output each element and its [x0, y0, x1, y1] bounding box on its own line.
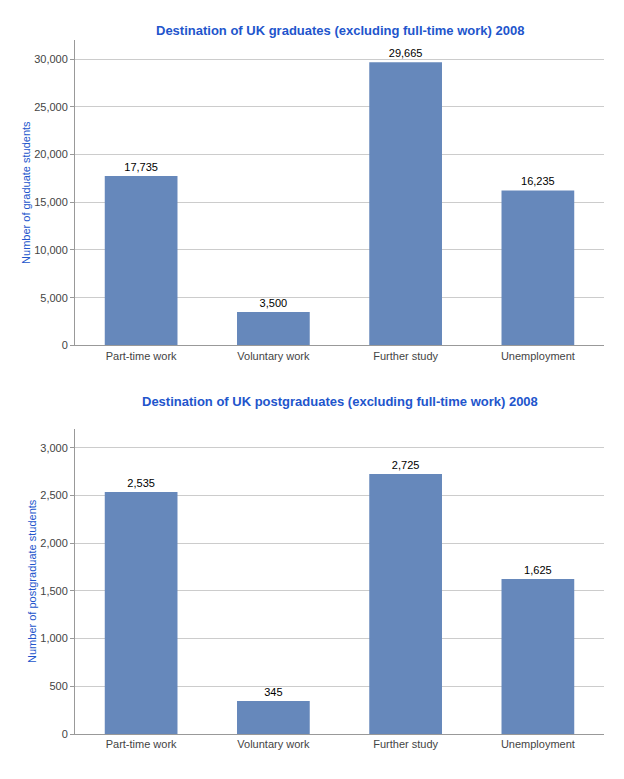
svg-text:Destination of UK graduates (e: Destination of UK graduates (excluding f… — [156, 23, 524, 38]
svg-text:1,500: 1,500 — [40, 585, 68, 597]
svg-text:Destination of UK postgraduate: Destination of UK postgraduates (excludi… — [142, 394, 538, 409]
svg-text:5,000: 5,000 — [40, 292, 68, 304]
svg-text:Voluntary work: Voluntary work — [237, 350, 310, 362]
svg-text:25,000: 25,000 — [34, 101, 68, 113]
svg-text:2,500: 2,500 — [40, 489, 68, 501]
svg-text:Part-time work: Part-time work — [106, 738, 177, 750]
svg-text:500: 500 — [49, 680, 67, 692]
svg-text:Number of graduate students: Number of graduate students — [20, 121, 32, 264]
svg-text:20,000: 20,000 — [34, 148, 68, 160]
svg-text:Unemployment: Unemployment — [501, 350, 575, 362]
svg-text:Part-time work: Part-time work — [106, 350, 177, 362]
svg-text:1,625: 1,625 — [524, 564, 552, 576]
svg-text:10,000: 10,000 — [34, 244, 68, 256]
svg-text:Further study: Further study — [373, 350, 438, 362]
svg-text:3,500: 3,500 — [260, 297, 288, 309]
svg-text:Voluntary work: Voluntary work — [237, 738, 310, 750]
svg-text:0: 0 — [62, 339, 68, 351]
svg-text:Number of postgraduate student: Number of postgraduate students — [26, 499, 38, 663]
svg-text:2,725: 2,725 — [392, 459, 420, 471]
svg-text:17,735: 17,735 — [124, 161, 158, 173]
svg-text:Further study: Further study — [373, 738, 438, 750]
svg-text:15,000: 15,000 — [34, 196, 68, 208]
svg-text:29,665: 29,665 — [389, 47, 423, 59]
svg-text:345: 345 — [264, 686, 282, 698]
svg-text:1,000: 1,000 — [40, 632, 68, 644]
svg-text:3,000: 3,000 — [40, 442, 68, 454]
svg-text:16,235: 16,235 — [521, 175, 555, 187]
svg-text:Unemployment: Unemployment — [501, 738, 575, 750]
svg-text:2,535: 2,535 — [127, 477, 155, 489]
svg-text:0: 0 — [62, 728, 68, 740]
svg-text:30,000: 30,000 — [34, 53, 68, 65]
svg-text:2,000: 2,000 — [40, 537, 68, 549]
